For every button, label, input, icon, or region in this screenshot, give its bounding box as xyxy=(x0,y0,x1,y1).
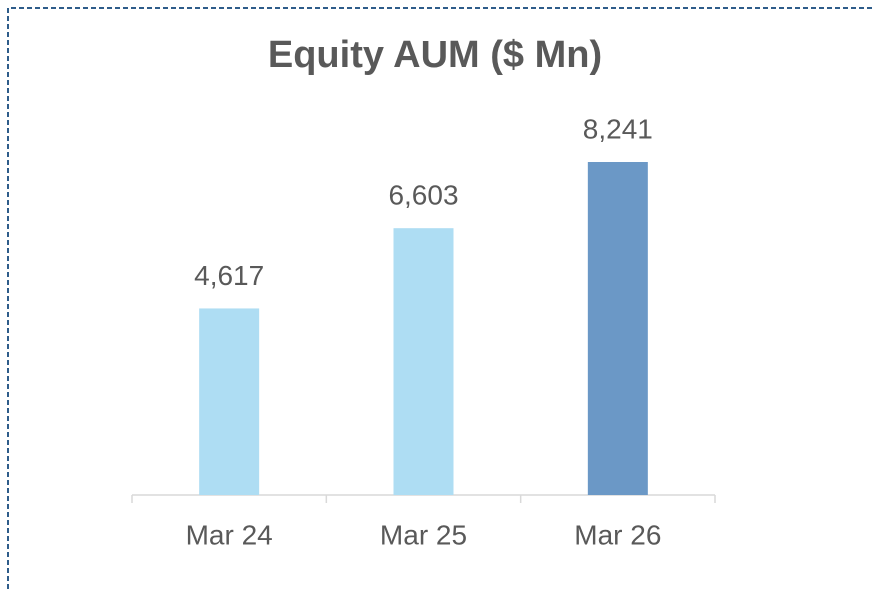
bar xyxy=(199,308,260,495)
chart-title: Equity AUM ($ Mn) xyxy=(268,34,602,76)
frame xyxy=(7,7,874,589)
x-tick-label: Mar 26 xyxy=(574,519,661,550)
data-label: 6,603 xyxy=(388,180,458,211)
x-tick-label: Mar 24 xyxy=(186,519,273,550)
x-tick-label: Mar 25 xyxy=(380,519,467,550)
data-label: 4,617 xyxy=(194,260,264,291)
bar xyxy=(393,228,454,495)
data-label: 8,241 xyxy=(583,113,653,144)
bar xyxy=(587,162,648,495)
